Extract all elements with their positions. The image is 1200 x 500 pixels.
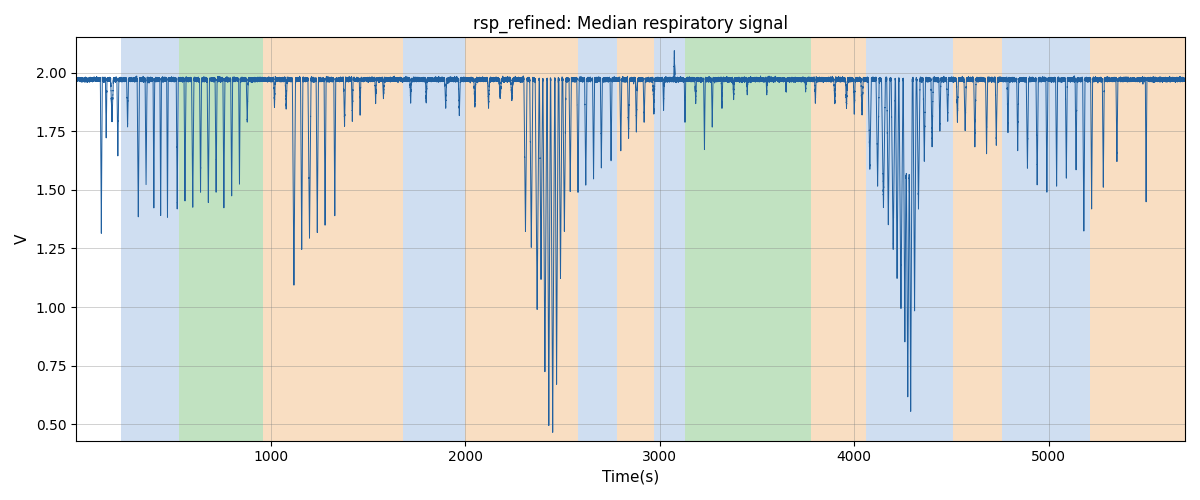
Bar (1002, 38, 1090, 440)
Bar (954, 38, 1002, 440)
Bar (1090, 38, 1184, 440)
Title: rsp_refined: Median respiratory signal: rsp_refined: Median respiratory signal (473, 15, 788, 34)
Bar (466, 38, 578, 440)
Bar (578, 38, 617, 440)
Bar (654, 38, 685, 440)
Bar (179, 38, 263, 440)
Bar (811, 38, 866, 440)
Bar (685, 38, 811, 440)
Bar (403, 38, 466, 440)
Y-axis label: V: V (14, 234, 30, 244)
Bar (263, 38, 403, 440)
Bar (121, 38, 179, 440)
Bar (866, 38, 954, 440)
Bar (617, 38, 654, 440)
X-axis label: Time(s): Time(s) (602, 470, 659, 485)
